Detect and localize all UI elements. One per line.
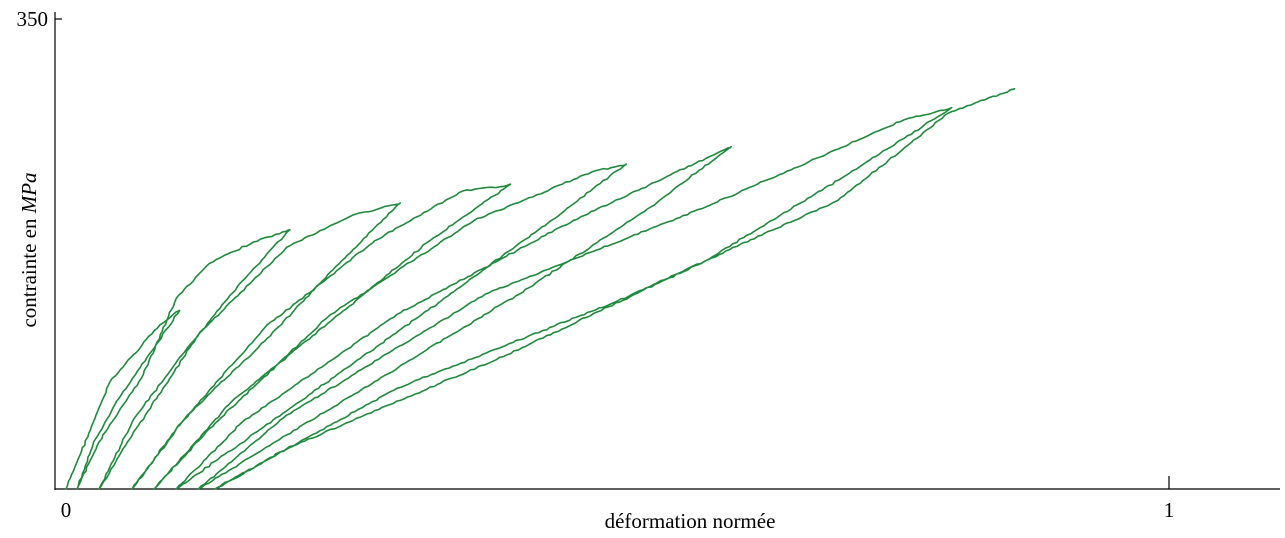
x-tick-label: 0: [61, 498, 72, 522]
axes: 350 0 1: [17, 7, 1280, 522]
y-axis-label: contrainte en MPa: [17, 172, 41, 327]
x-tick-label: 1: [1164, 498, 1175, 522]
labels: déformation normée contrainte en MPa: [17, 172, 775, 533]
y-axis-label-text: contrainte en: [17, 213, 41, 327]
y-axis-label-unit: MPa: [17, 172, 41, 214]
y-tick-label: 350: [17, 7, 49, 31]
series-layer: [65, 88, 1016, 490]
x-axis-label: déformation normée: [605, 509, 776, 533]
series-line-0: [65, 88, 1016, 490]
